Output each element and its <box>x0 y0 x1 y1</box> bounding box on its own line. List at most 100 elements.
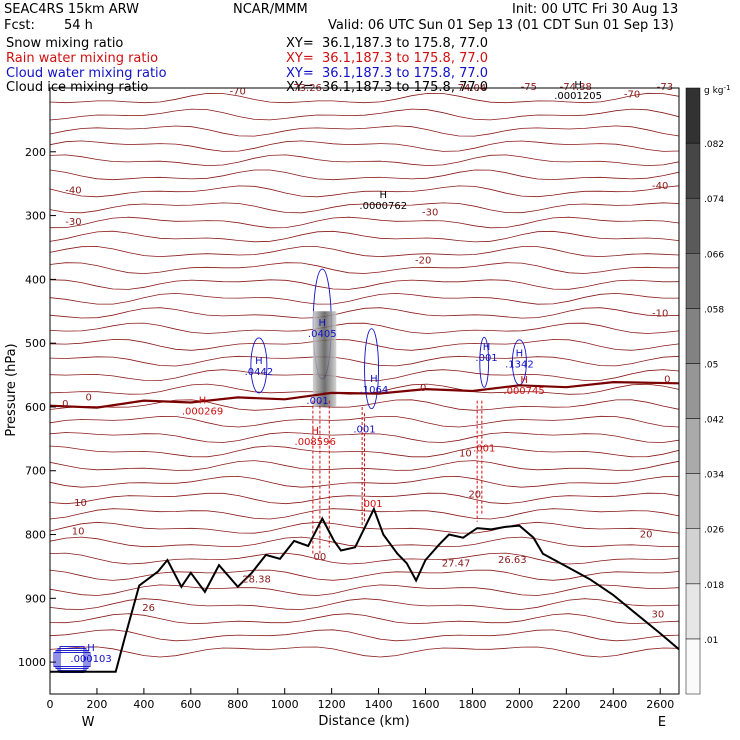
colorbar-swatch <box>685 583 701 640</box>
x-tick-label: 1200 <box>318 698 346 711</box>
extremum-mark: H <box>255 356 263 367</box>
x-tick-label: 1600 <box>412 698 440 711</box>
temperature-contour-label: -40 <box>652 181 668 192</box>
colorbar-swatch <box>685 363 701 419</box>
temperature-contour <box>49 216 680 229</box>
y-axis-label: Pressure (hPa) <box>4 343 19 436</box>
y-tick-label: 300 <box>25 210 46 223</box>
x-tick-label: 2400 <box>599 698 627 711</box>
legend-cloud-water-xy: XY= 36.1,187.3 to 175.8, 77.0 <box>286 66 489 81</box>
y-tick-label: 400 <box>25 273 46 286</box>
extremum-mark: H <box>574 80 582 91</box>
colorbar-label: .082 <box>704 140 724 150</box>
center-name: NCAR/MMM <box>233 2 308 17</box>
temperature-contour-label: 20 <box>640 530 653 541</box>
temperature-contour <box>49 552 680 565</box>
temperature-contour-label: 27.47 <box>442 558 471 569</box>
colorbar-label: .05 <box>704 360 718 370</box>
temperature-contour <box>49 169 680 181</box>
init-time: Init: 00 UTC Fri 30 Aug 13 <box>512 2 679 17</box>
temperature-contour <box>49 399 680 411</box>
temperature-contour-label: -74.04 <box>454 83 486 94</box>
rain-water-contours <box>312 400 483 554</box>
colorbar-swatch <box>685 142 701 199</box>
colorbar: .01 .018 .026 .034 .042 .05 .058 .066 .074 .082 <box>685 87 724 695</box>
temperature-contour-label: -10 <box>652 308 668 319</box>
x-tick-label: 1800 <box>458 698 486 711</box>
temperature-contour <box>49 339 680 351</box>
temperature-contour <box>49 598 680 610</box>
colorbar-label: .026 <box>704 526 724 536</box>
temperature-contour <box>49 613 680 625</box>
west-label: W <box>82 715 95 730</box>
temperature-contour <box>49 262 679 275</box>
cloud-water-contour <box>57 648 87 671</box>
x-tick-label: 200 <box>86 698 107 711</box>
extremum-value: .1064 <box>360 385 389 396</box>
temperature-contour <box>49 125 680 137</box>
y-tick-label: 700 <box>25 465 46 478</box>
extremum-value: .000745 <box>503 386 544 397</box>
colorbar-label: .074 <box>704 195 724 205</box>
extremum-value: .001 <box>360 499 382 510</box>
cloud-water-contours <box>53 268 527 673</box>
colorbar-label: .066 <box>704 250 724 260</box>
extremum-value: .008596 <box>295 437 336 448</box>
forecast-hour: 54 h <box>64 18 93 33</box>
extremum-mark: H <box>483 342 491 353</box>
temperature-contour-label: 30 <box>652 609 665 620</box>
temperature-contour-label: 0 <box>420 383 426 394</box>
cloud-water-contour <box>250 337 268 394</box>
temperature-contour <box>49 584 680 596</box>
colorbar-unit-text: g kg <box>704 86 724 96</box>
temperature-contour <box>49 230 680 243</box>
model-name: SEAC4RS 15km ARW <box>4 2 140 17</box>
y-tick-label: 900 <box>25 592 46 605</box>
colorbar-swatch <box>685 253 701 309</box>
temperature-contour <box>49 445 680 458</box>
colorbar-unit: g kg-1 <box>704 84 730 96</box>
snow-shading-area <box>312 311 337 407</box>
colorbar-label: .018 <box>704 581 724 591</box>
temperature-contour <box>49 646 680 658</box>
temperature-contour-label: -73 <box>657 82 673 93</box>
temperature-contour <box>49 475 680 488</box>
freezing-level-line <box>49 380 680 409</box>
forecast-label: Fcst: <box>4 18 35 33</box>
temperature-contour <box>49 92 680 104</box>
temperature-contour-label: -70 <box>230 86 246 97</box>
extremum-mark: H <box>311 426 319 437</box>
extremum-value: .0442 <box>245 367 274 378</box>
extremum-value: .0001205 <box>554 91 602 102</box>
extremum-value: .0000762 <box>359 201 407 212</box>
y-tick-label: 600 <box>25 401 46 414</box>
temperature-contour <box>49 536 680 548</box>
extremum-mark: H <box>87 643 95 654</box>
temperature-contour <box>49 185 680 198</box>
temperature-contour <box>49 569 680 581</box>
cloud-water-contour <box>364 328 379 410</box>
cloud-water-contour <box>53 652 91 667</box>
temperature-contour-label: -40 <box>65 185 81 196</box>
extremum-value: .000103 <box>70 654 111 665</box>
legend-rain-xy: XY= 36.1,187.3 to 175.8, 77.0 <box>286 51 489 66</box>
x-tick-label: 1000 <box>271 698 299 711</box>
temperature-contour-label: 26.63 <box>498 555 527 566</box>
extremum-mark: H <box>199 396 207 407</box>
temperature-contour <box>49 202 680 214</box>
temperature-contour-label: 26 <box>142 603 155 614</box>
extremum-mark: H <box>318 318 326 329</box>
temperature-contour-label: -30 <box>65 217 81 228</box>
plot-frame <box>49 87 680 695</box>
temperature-contour <box>49 292 679 305</box>
axes: 0 200 400 600 800 1000 1200 1400 1600 1800 2000 220… <box>18 146 674 711</box>
extremum-mark: H <box>380 190 388 201</box>
east-label: E <box>658 715 666 730</box>
y-tick-label: 200 <box>25 146 46 159</box>
x-tick-label: 2000 <box>505 698 533 711</box>
colorbar-swatch <box>685 308 701 364</box>
extremum-value: .000269 <box>182 407 223 418</box>
temperature-contour <box>49 307 680 319</box>
temperature-contour-label: 0 <box>86 393 92 404</box>
